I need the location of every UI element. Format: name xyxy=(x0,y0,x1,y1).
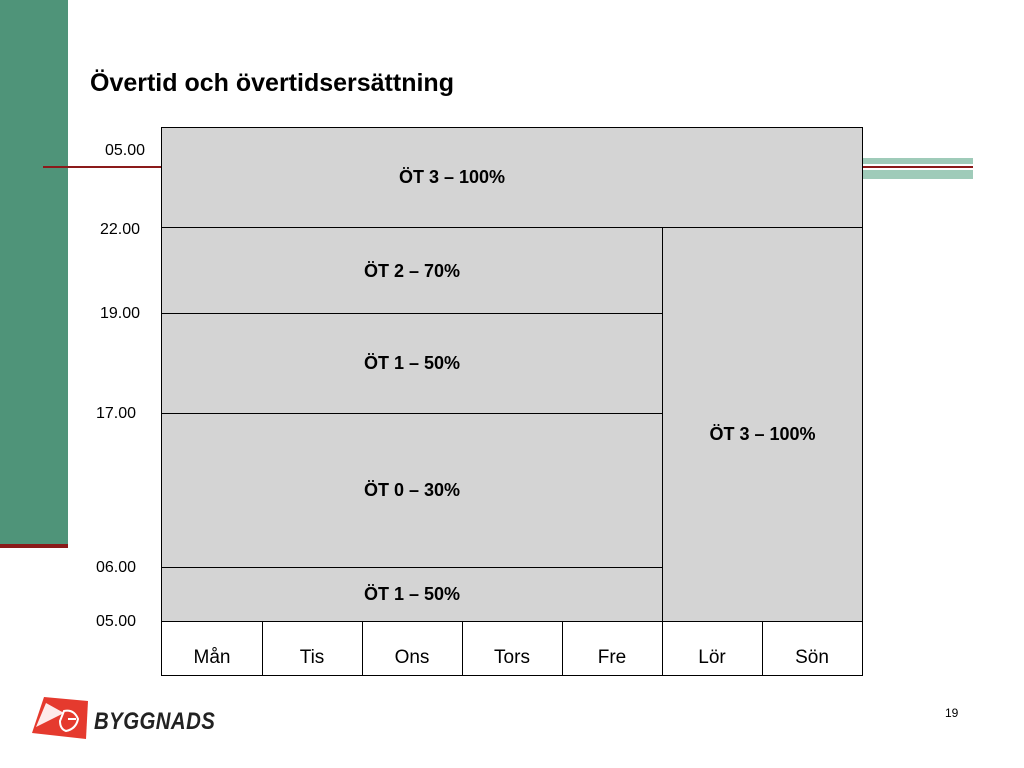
time-label-1900: 19.00 xyxy=(99,305,140,322)
overtime-grid: ÖT 3 – 100% ÖT 2 – 70% ÖT 1 – 50% ÖT 0 –… xyxy=(161,127,863,676)
side-bar-accent-line xyxy=(0,544,68,548)
cell-label: ÖT 0 – 30% xyxy=(363,480,461,500)
time-label-2200: 22.00 xyxy=(99,221,140,238)
cell-day-30: ÖT 0 – 30% xyxy=(161,413,663,568)
cell-evening-50: ÖT 1 – 50% xyxy=(161,313,663,414)
cell-label: ÖT 3 – 100% xyxy=(709,424,816,444)
cell-label: ÖT 3 – 100% xyxy=(398,167,506,187)
day-thu: Tors xyxy=(462,622,563,675)
day-fri: Fre xyxy=(562,622,663,675)
cell-label: ÖT 1 – 50% xyxy=(363,353,461,373)
right-stripes-decoration xyxy=(863,158,973,179)
day-sun: Sön xyxy=(795,647,829,668)
page-number: 19 xyxy=(945,706,959,720)
day-mon: Mån xyxy=(162,622,263,675)
time-label-0500-top: 05.00 xyxy=(104,142,145,159)
slide-title: Övertid och övertidsersättning xyxy=(90,69,454,97)
logo-wordmark: BYGGNADS xyxy=(94,708,216,735)
cell-weekend: ÖT 3 – 100% xyxy=(662,227,863,622)
side-bar xyxy=(0,0,68,545)
cell-morning-50: ÖT 1 – 50% xyxy=(161,567,663,622)
time-label-0500-bottom: 05.00 xyxy=(95,613,136,630)
byggnads-logo-icon xyxy=(32,697,88,739)
day-sat: Lör xyxy=(662,622,763,675)
weekday-row: Mån Tis Ons Tors Fre Lör Sön xyxy=(161,621,863,676)
day-tue: Tis xyxy=(262,622,363,675)
day-wed: Ons xyxy=(362,622,463,675)
time-label-0600: 06.00 xyxy=(95,559,136,576)
cell-label: ÖT 1 – 50% xyxy=(363,584,461,604)
cell-evening-70: ÖT 2 – 70% xyxy=(161,227,663,314)
time-label-1700: 17.00 xyxy=(95,405,136,422)
cell-night-all-days: ÖT 3 – 100% xyxy=(161,127,863,228)
cell-label: ÖT 2 – 70% xyxy=(363,261,461,281)
